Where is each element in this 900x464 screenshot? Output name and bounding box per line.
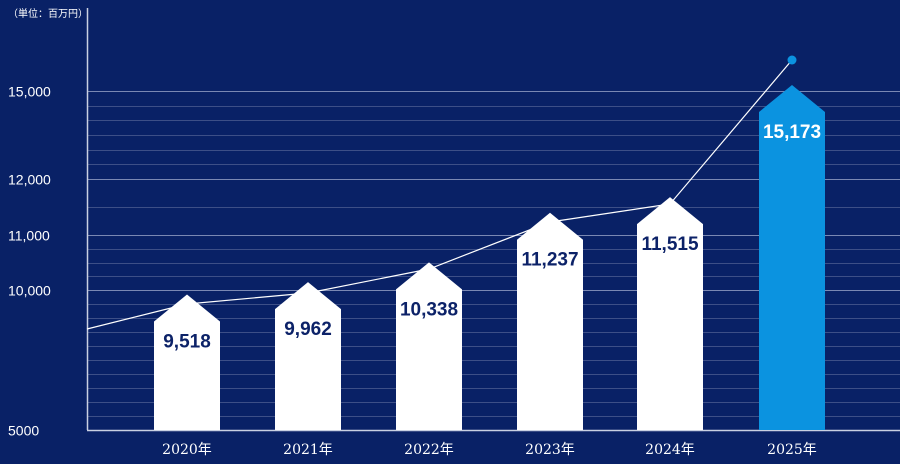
bar <box>637 197 703 430</box>
y-tick-label: 15,000 <box>8 84 51 100</box>
data-label: 9,962 <box>284 319 332 340</box>
data-label: 11,237 <box>521 250 578 271</box>
bar <box>396 262 462 430</box>
bar <box>759 84 825 430</box>
unit-label: （単位：百万円） <box>8 7 88 20</box>
line-point <box>545 217 555 227</box>
bar <box>275 282 341 430</box>
data-label: 11,515 <box>641 234 698 255</box>
y-tick-label: 5000 <box>8 423 39 439</box>
x-tick-label: 2022年 <box>404 442 454 458</box>
line-layer <box>86 55 797 330</box>
line-point <box>182 299 192 309</box>
line-point <box>303 288 313 298</box>
x-tick-label: 2020年 <box>162 442 212 458</box>
bars-layer <box>154 84 825 430</box>
labels-layer: 5000 10,000 11,000 12,000 15,000 9,518 2020年 9,… <box>8 84 821 459</box>
data-label: 15,173 <box>763 122 821 143</box>
x-tick-label: 2024年 <box>645 442 695 458</box>
line-point <box>665 199 675 209</box>
line-point <box>424 264 434 274</box>
x-tick-label: 2021年 <box>283 442 333 458</box>
data-label: 10,338 <box>400 299 458 320</box>
line-point <box>787 55 797 65</box>
x-tick-label: 2025年 <box>767 442 817 458</box>
y-tick-label: 10,000 <box>8 283 51 299</box>
y-tick-label: 11,000 <box>8 228 50 244</box>
y-tick-label: 12,000 <box>8 172 51 188</box>
x-tick-label: 2023年 <box>525 442 575 458</box>
bar <box>154 294 220 430</box>
data-label: 9,518 <box>163 331 211 352</box>
bar <box>517 212 583 430</box>
